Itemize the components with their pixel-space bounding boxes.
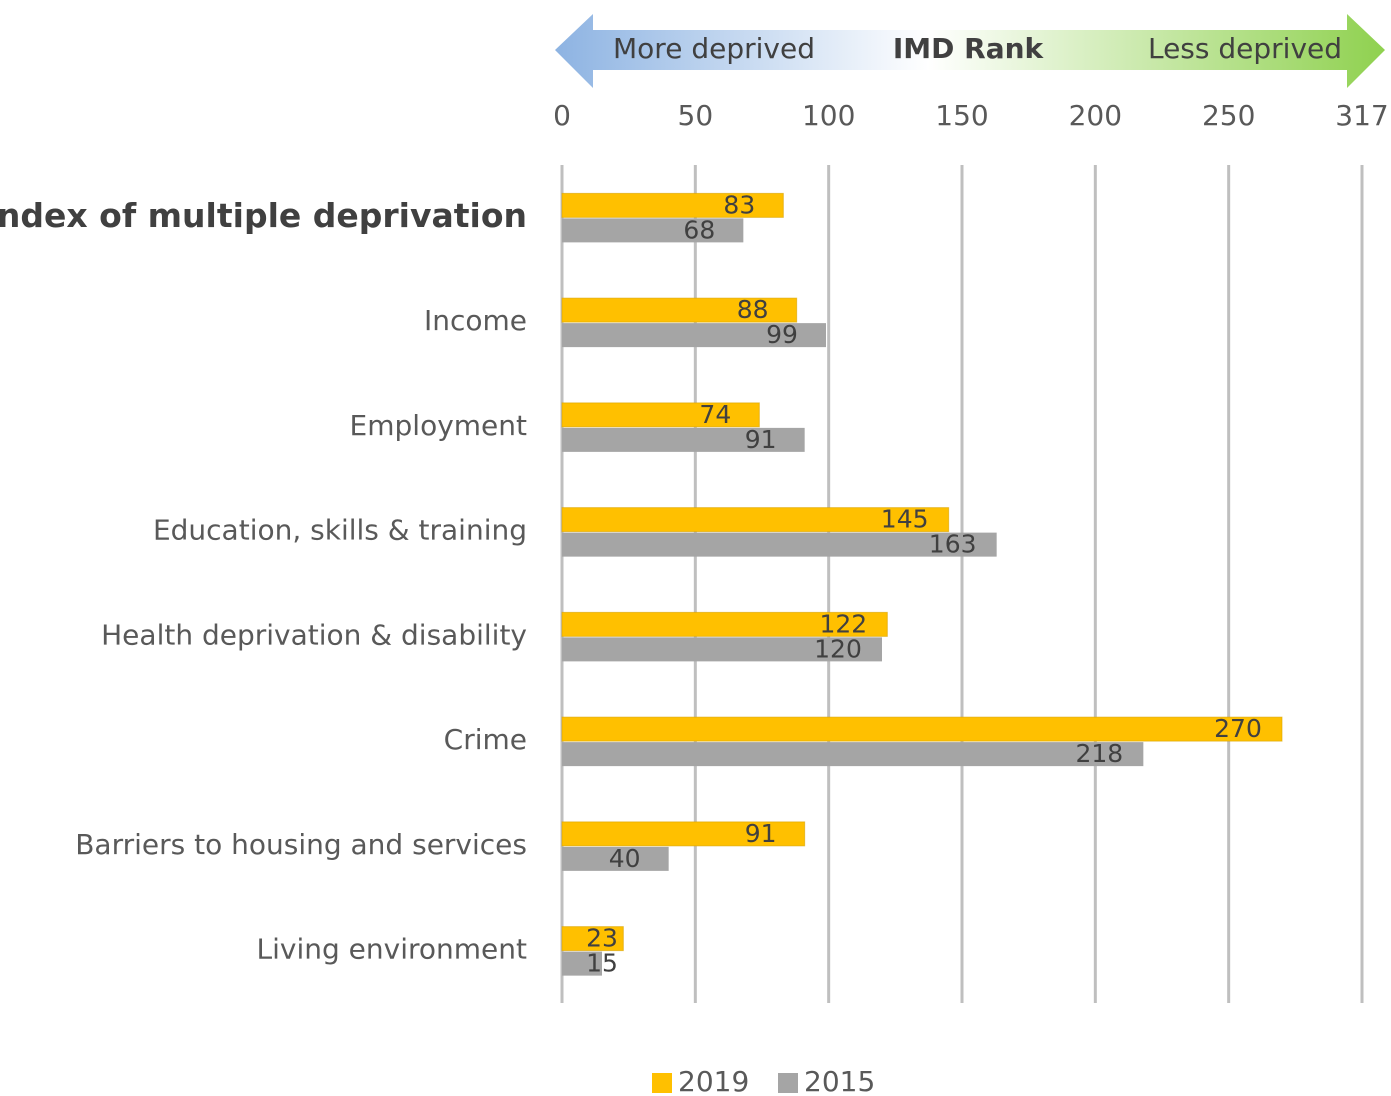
y-tick-label: Barriers to housing and services — [75, 828, 527, 861]
value-label: 40 — [609, 844, 641, 873]
bar — [562, 846, 669, 871]
value-label: 88 — [737, 295, 769, 324]
value-label: 270 — [1214, 714, 1262, 743]
bar — [561, 507, 950, 533]
legend-label: 2015 — [804, 1065, 875, 1096]
value-label: 145 — [881, 505, 929, 534]
value-label: 91 — [745, 425, 777, 454]
y-tick-label: Crime — [444, 723, 527, 756]
bar — [561, 716, 1283, 742]
value-label: 91 — [745, 819, 777, 848]
x-tick-label: 100 — [802, 99, 855, 132]
rank-arrow — [555, 14, 1385, 88]
annotation: IMD Rank — [893, 32, 1045, 65]
value-label: 99 — [766, 320, 798, 349]
legend-label: 2019 — [678, 1065, 749, 1096]
y-tick-label: Index of multiple deprivation — [0, 196, 527, 235]
y-tick-label: Health deprivation & disability — [101, 618, 527, 651]
y-tick-label: Income — [424, 304, 527, 337]
legend-swatch — [652, 1073, 672, 1093]
value-label: 74 — [699, 400, 731, 429]
legend-swatch — [778, 1073, 798, 1093]
bar — [562, 323, 826, 348]
bar — [562, 218, 744, 243]
value-label: 218 — [1075, 739, 1123, 768]
x-tick-label: 150 — [935, 99, 988, 132]
bar — [561, 192, 784, 218]
bar — [561, 611, 888, 637]
bar — [562, 742, 1144, 767]
annotation: Less deprived — [1148, 32, 1342, 65]
value-label: 68 — [683, 215, 715, 244]
bar — [561, 821, 806, 847]
x-tick-label: 317 — [1335, 99, 1388, 132]
value-label: 23 — [586, 924, 618, 953]
bar — [561, 297, 798, 323]
value-label: 15 — [586, 949, 618, 978]
value-label: 122 — [819, 609, 867, 638]
x-tick-label: 250 — [1202, 99, 1255, 132]
value-label: 83 — [723, 190, 755, 219]
x-tick-label: 200 — [1069, 99, 1122, 132]
value-label: 163 — [929, 530, 977, 559]
y-tick-label: Living environment — [257, 933, 527, 966]
bar — [562, 532, 997, 557]
bar — [562, 427, 805, 452]
bar — [561, 926, 624, 952]
bar — [562, 637, 882, 662]
x-tick-label: 0 — [553, 99, 571, 132]
annotation: More deprived — [613, 32, 815, 65]
bar — [561, 402, 760, 428]
x-tick-label: 50 — [678, 99, 714, 132]
y-tick-label: Education, skills & training — [153, 514, 527, 547]
y-tick-label: Employment — [350, 409, 527, 442]
value-label: 120 — [814, 634, 862, 663]
bar — [562, 951, 602, 976]
